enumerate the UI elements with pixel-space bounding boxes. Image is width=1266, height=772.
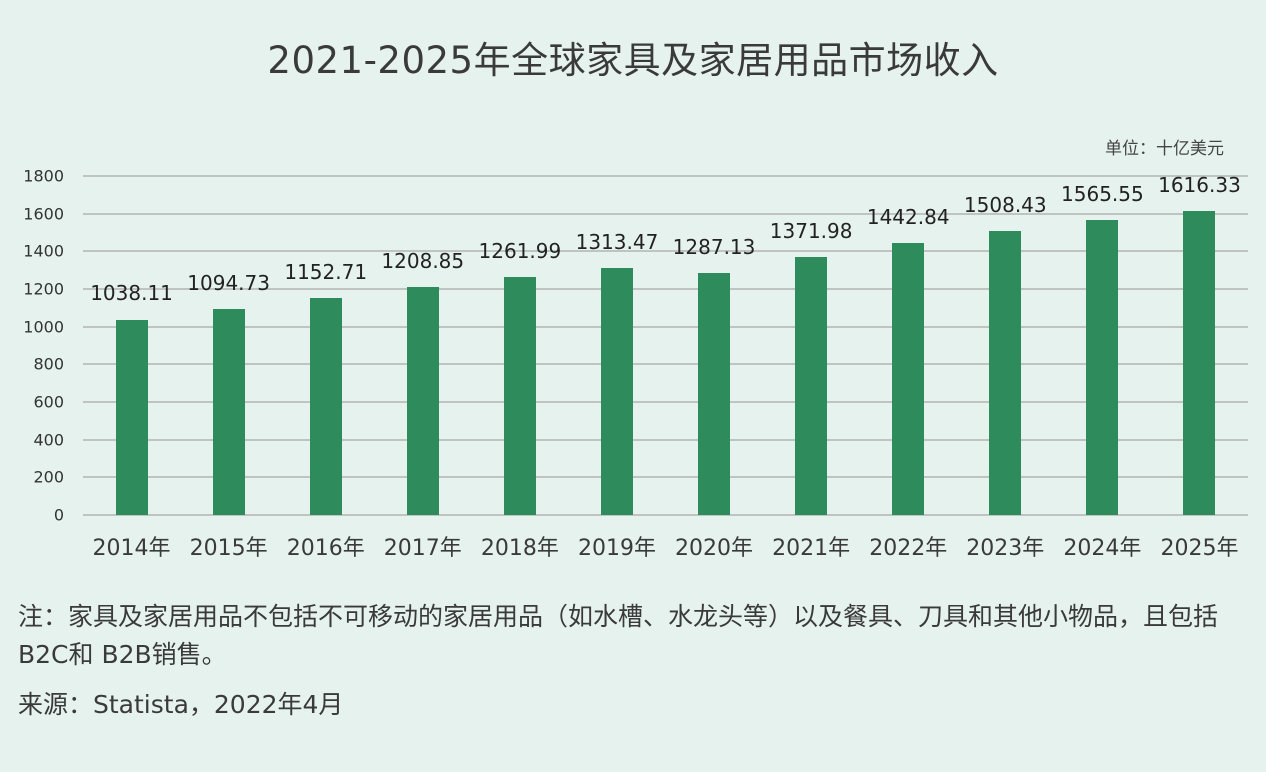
y-tick-label: 1000 — [23, 317, 64, 337]
bar-value-label: 1616.33 — [1158, 172, 1241, 197]
x-tick-label: 2016年 — [286, 536, 365, 561]
plot-area: 1038.11 1094.73 1152.71 1208.85 1261.99 1313.… — [83, 173, 1248, 516]
y-tick-label: 1200 — [23, 279, 64, 299]
bar-value-label: 1094.73 — [187, 270, 270, 295]
bar-value-label: 1208.85 — [381, 249, 465, 274]
bar — [698, 272, 731, 515]
x-tick-label: 2023年 — [966, 536, 1045, 561]
gridline — [83, 212, 1248, 215]
x-tick-label: 2024年 — [1063, 536, 1142, 561]
gridline — [83, 325, 1248, 328]
y-tick-label: 600 — [33, 392, 64, 412]
bar-value-label: 1261.99 — [478, 239, 562, 264]
gridline — [83, 438, 1248, 441]
bar — [795, 256, 828, 515]
x-tick-label: 2019年 — [577, 536, 656, 561]
bar — [1086, 220, 1119, 515]
y-tick-label: 800 — [33, 354, 64, 374]
bar — [212, 308, 245, 515]
source-note: 来源：Statista，2022年4月 — [18, 690, 344, 719]
x-tick-label: 2021年 — [772, 536, 851, 561]
gridline — [83, 514, 1248, 516]
bar-value-label: 1313.47 — [575, 229, 659, 254]
bar-value-label: 1152.71 — [284, 259, 368, 284]
gridline — [83, 401, 1248, 403]
bar-value-label: 1038.11 — [90, 281, 173, 306]
gridline — [83, 363, 1248, 366]
x-tick-label: 2020年 — [675, 536, 754, 561]
bar — [503, 277, 536, 515]
bar-value-label: 1371.98 — [769, 218, 853, 243]
gridline — [83, 250, 1248, 253]
y-tick-label: 1600 — [23, 204, 64, 224]
bar — [892, 243, 925, 515]
bar — [600, 267, 633, 515]
gridline — [83, 175, 1248, 177]
bar — [309, 297, 342, 515]
x-tick-label: 2015年 — [189, 536, 268, 561]
bar — [1183, 210, 1216, 515]
gridline — [83, 288, 1248, 290]
y-tick-label: 1400 — [23, 241, 64, 261]
bar-value-label: 1565.55 — [1061, 182, 1144, 207]
bar — [406, 287, 439, 515]
gridline — [83, 476, 1248, 479]
footnote: 注：家具及家居用品不包括不可移动的家居用品（如水槽、水龙头等）以及餐具、刀具和其… — [18, 602, 1219, 669]
y-tick-label: 400 — [33, 430, 64, 450]
y-tick-label: 1800 — [23, 166, 64, 186]
y-tick-label: 200 — [33, 467, 64, 487]
x-tick-label: 2022年 — [869, 536, 948, 561]
x-tick-label: 2025年 — [1160, 536, 1239, 561]
bar-value-label: 1442.84 — [866, 205, 950, 230]
x-tick-label: 2017年 — [383, 536, 462, 561]
unit-label: 单位：十亿美元 — [1105, 139, 1224, 159]
x-tick-label: 2014年 — [92, 536, 171, 561]
bar — [115, 319, 148, 515]
bar-value-label: 1287.13 — [672, 234, 756, 259]
bar — [989, 230, 1022, 515]
chart-title: 2021-2025年全球家具及家居用品市场收入 — [267, 39, 999, 82]
x-tick-label: 2018年 — [480, 536, 559, 561]
y-tick-label: 0 — [53, 505, 64, 525]
bar-value-label: 1508.43 — [963, 192, 1047, 217]
